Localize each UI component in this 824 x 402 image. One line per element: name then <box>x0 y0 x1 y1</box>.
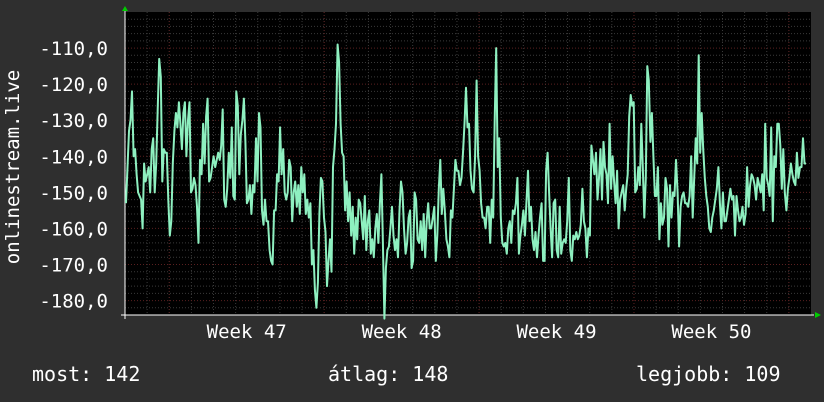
y-tick-label: -110,0 <box>39 38 108 60</box>
series-line <box>125 43 806 320</box>
x-tick-labels: Week 47 Week 48 Week 49 Week 50 <box>207 321 752 343</box>
stat-current: most: 142 <box>32 362 141 386</box>
y-tick-label: -180,0 <box>39 291 108 313</box>
y-tick-label: -120,0 <box>39 74 108 96</box>
y-tick-label: -160,0 <box>39 218 108 240</box>
y-tick-label: -130,0 <box>39 110 108 132</box>
y-tick-label: -150,0 <box>39 182 108 204</box>
x-tick-label: Week 50 <box>671 321 751 343</box>
x-tick-label: Week 47 <box>207 321 287 343</box>
y-tick-label: -140,0 <box>39 146 108 168</box>
y-tick-labels: -110,0 -120,0 -130,0 -140,0 -150,0 -160,0 -170… <box>39 38 108 313</box>
y-axis-label: onlinestream.live <box>2 70 24 264</box>
axes <box>121 6 821 319</box>
y-axis-arrow <box>122 6 128 11</box>
x-axis-arrow <box>815 312 821 318</box>
x-tick-label: Week 48 <box>362 321 442 343</box>
stat-best: legjobb: 109 <box>636 362 781 386</box>
x-tick-label: Week 49 <box>516 321 596 343</box>
y-tick-label: -170,0 <box>39 255 108 277</box>
stat-average: átlag: 148 <box>328 362 449 386</box>
